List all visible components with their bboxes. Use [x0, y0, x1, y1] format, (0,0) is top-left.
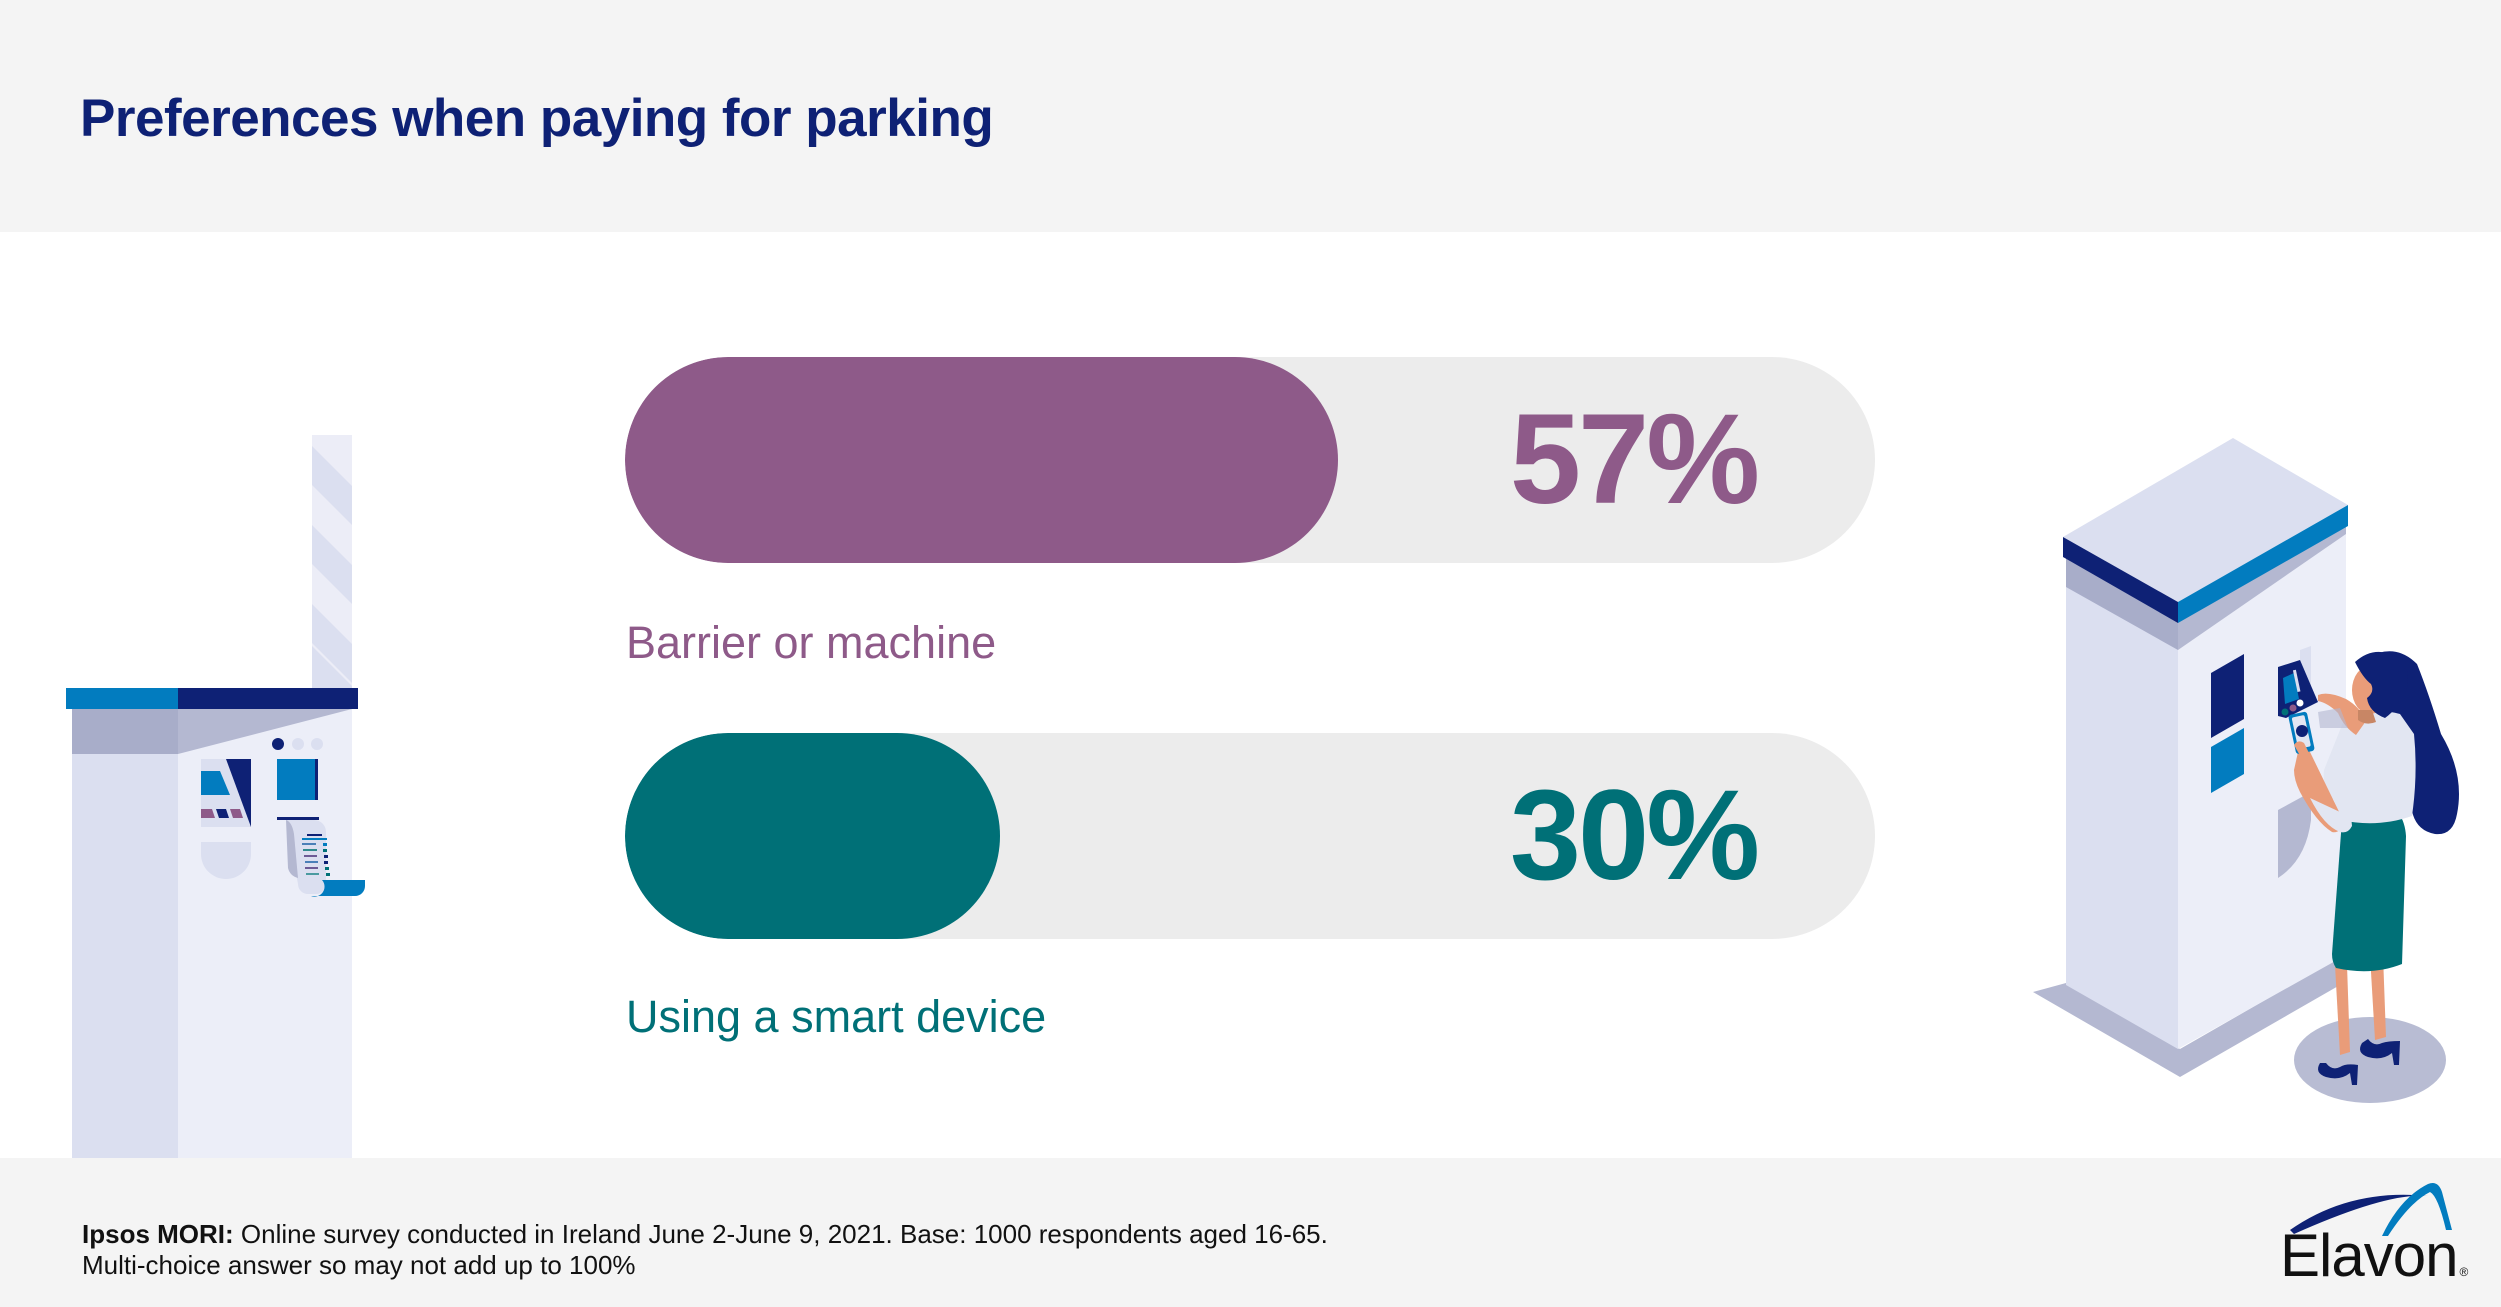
indicator-light — [272, 738, 284, 750]
source-label: Ipsos MORI: — [82, 1219, 234, 1249]
receipt-icon — [277, 817, 365, 897]
bar-fill-smart-device — [625, 733, 1000, 939]
card-reader-icon — [201, 759, 251, 827]
bar-value-barrier: 57% — [1509, 388, 1760, 531]
machine-body-left — [72, 709, 178, 1162]
source-text: Online survey conducted in Ireland June … — [233, 1219, 1328, 1249]
bar-track-barrier: 57% — [625, 357, 1875, 563]
floor-spot — [2294, 1017, 2446, 1103]
roof-band-navy — [2063, 537, 2178, 623]
logo-wordmark: Elavon — [2280, 1222, 2458, 1289]
bar-label-barrier: Barrier or machine — [626, 617, 997, 668]
bar-value-smart-device: 30% — [1509, 764, 1760, 907]
woman-skirt — [2332, 812, 2406, 972]
logo-text: Elavon ® — [2280, 1224, 2468, 1288]
coin-tray — [201, 842, 251, 879]
woman-shoes — [2318, 1063, 2358, 1085]
bar-fill-barrier — [625, 357, 1338, 563]
header-band: Preferences when paying for parking — [0, 0, 2501, 232]
elavon-arc-icon — [2290, 1183, 2452, 1236]
roof-top — [2063, 438, 2348, 602]
machine-window-navy — [2211, 654, 2244, 738]
roof-band-navy — [178, 688, 358, 709]
woman-legs — [2335, 965, 2350, 1055]
elavon-logo: Elavon ® — [2270, 1178, 2490, 1293]
display-screen — [277, 759, 317, 800]
barrier-pole — [312, 435, 352, 690]
machine-shadow — [2033, 960, 2340, 1077]
source-note: Ipsos MORI: Online survey conducted in I… — [82, 1219, 1328, 1281]
multi-choice-note: Multi-choice answer so may not add up to… — [82, 1250, 636, 1280]
source-line: Ipsos MORI: Online survey conducted in I… — [82, 1219, 1328, 1250]
bar-track-smart-device: 30% — [625, 733, 1875, 939]
smartphone-icon — [2288, 711, 2315, 754]
footer-band — [0, 1158, 2501, 1307]
roof-band-blue — [66, 688, 178, 709]
pay-station-illustration — [2033, 438, 2459, 1103]
roof-band-blue — [2178, 505, 2348, 623]
machine-window-blue — [2211, 728, 2244, 793]
machine-left-face — [2066, 560, 2178, 1049]
barrier-machine-illustration — [66, 435, 365, 1162]
bar-label-smart-device: Using a smart device — [626, 991, 1047, 1042]
page-title: Preferences when paying for parking — [80, 89, 994, 148]
registered-mark: ® — [2459, 1265, 2469, 1279]
